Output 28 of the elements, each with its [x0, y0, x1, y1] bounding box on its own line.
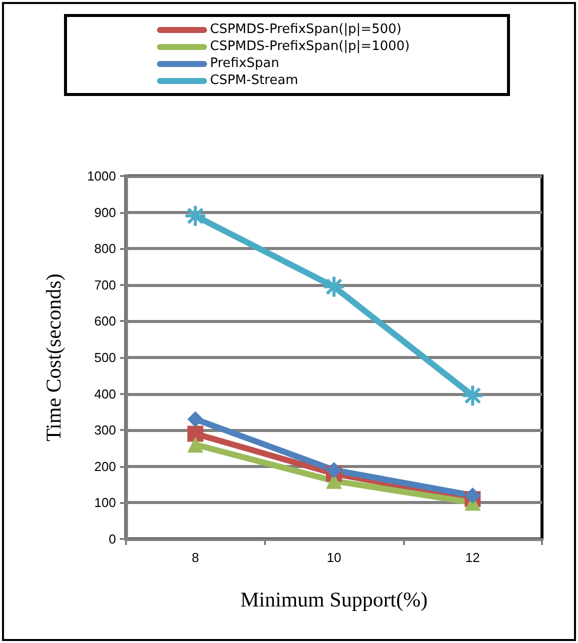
point [464, 487, 481, 504]
legend-label: CSPMDS-PrefixSpan(|p|=500) [210, 22, 402, 37]
y-tick-label: 900 [94, 204, 116, 220]
point [187, 436, 204, 453]
point [187, 411, 204, 428]
point [322, 275, 346, 298]
x-axis-title: Minimum Support(%) [240, 588, 428, 612]
legend-label: CSPM-Stream [210, 73, 298, 88]
y-tick-label: 100 [94, 495, 116, 510]
point [461, 384, 484, 408]
y-tick-label: 400 [94, 386, 116, 402]
y-tick-label: 0 [108, 532, 116, 546]
point [184, 204, 207, 228]
x-tick-label: 10 [326, 550, 342, 565]
y-tick-label: 300 [94, 422, 116, 438]
y-tick-label: 200 [94, 458, 116, 474]
legend-label: CSPMDS-PrefixSpan(|p|=1000) [210, 39, 410, 54]
legend-label: PrefixSpan [210, 56, 280, 71]
y-axis-title: Time Cost(seconds) [42, 274, 66, 442]
y-tick-label: 700 [94, 277, 116, 292]
y-tick-label: 800 [94, 241, 116, 256]
point [187, 426, 204, 442]
point [326, 462, 342, 478]
y-tick-label: 500 [94, 350, 116, 365]
x-tick-label: 12 [465, 550, 480, 565]
x-tick-label: 8 [192, 550, 199, 565]
y-tick-label: 600 [94, 314, 116, 329]
y-tick-label: 1000 [87, 168, 116, 184]
